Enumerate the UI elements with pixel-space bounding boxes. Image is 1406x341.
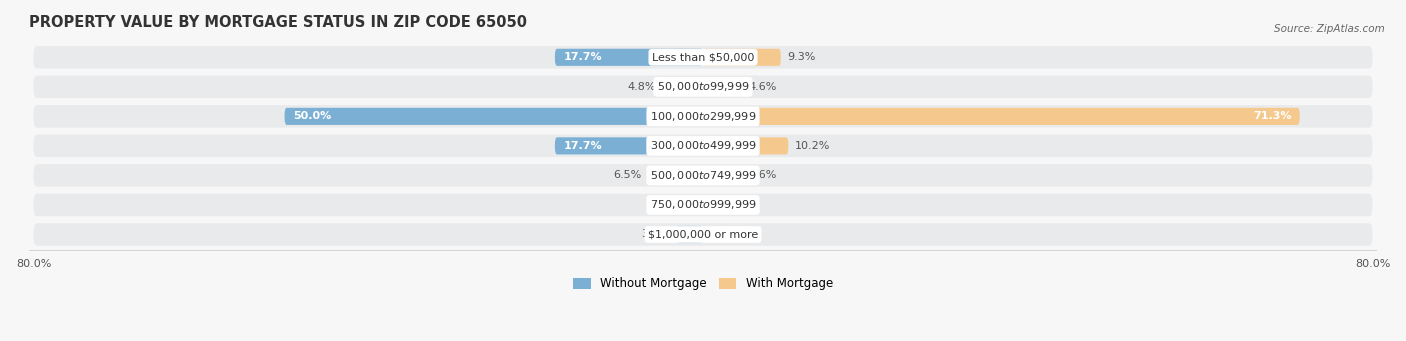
Text: 0.0%: 0.0% [714, 229, 742, 239]
Text: $1,000,000 or more: $1,000,000 or more [648, 229, 758, 239]
Text: $100,000 to $299,999: $100,000 to $299,999 [650, 110, 756, 123]
FancyBboxPatch shape [34, 135, 1372, 157]
FancyBboxPatch shape [34, 76, 1372, 98]
FancyBboxPatch shape [34, 164, 1372, 187]
Text: Less than $50,000: Less than $50,000 [652, 52, 754, 62]
Text: 4.8%: 4.8% [627, 82, 657, 92]
FancyBboxPatch shape [555, 49, 703, 66]
Text: 9.3%: 9.3% [787, 52, 815, 62]
Text: 3.2%: 3.2% [641, 229, 669, 239]
FancyBboxPatch shape [703, 167, 741, 184]
FancyBboxPatch shape [703, 78, 741, 95]
FancyBboxPatch shape [34, 223, 1372, 246]
FancyBboxPatch shape [34, 46, 1372, 69]
FancyBboxPatch shape [703, 137, 789, 154]
Text: 17.7%: 17.7% [564, 52, 602, 62]
Text: $300,000 to $499,999: $300,000 to $499,999 [650, 139, 756, 152]
Text: 4.6%: 4.6% [748, 170, 776, 180]
Text: PROPERTY VALUE BY MORTGAGE STATUS IN ZIP CODE 65050: PROPERTY VALUE BY MORTGAGE STATUS IN ZIP… [30, 15, 527, 30]
FancyBboxPatch shape [703, 49, 780, 66]
Text: 50.0%: 50.0% [292, 112, 332, 121]
Text: $750,000 to $999,999: $750,000 to $999,999 [650, 198, 756, 211]
Text: Source: ZipAtlas.com: Source: ZipAtlas.com [1274, 24, 1385, 34]
Text: $50,000 to $99,999: $50,000 to $99,999 [657, 80, 749, 93]
Text: 0.0%: 0.0% [714, 200, 742, 210]
Text: 0.0%: 0.0% [664, 200, 692, 210]
Text: 10.2%: 10.2% [794, 141, 831, 151]
FancyBboxPatch shape [34, 194, 1372, 216]
FancyBboxPatch shape [648, 167, 703, 184]
Text: $500,000 to $749,999: $500,000 to $749,999 [650, 169, 756, 182]
Text: 4.6%: 4.6% [748, 82, 776, 92]
Text: 17.7%: 17.7% [564, 141, 602, 151]
FancyBboxPatch shape [676, 226, 703, 243]
FancyBboxPatch shape [662, 78, 703, 95]
FancyBboxPatch shape [555, 137, 703, 154]
Text: 71.3%: 71.3% [1253, 112, 1291, 121]
FancyBboxPatch shape [284, 108, 703, 125]
Text: 6.5%: 6.5% [613, 170, 643, 180]
FancyBboxPatch shape [703, 108, 1299, 125]
Legend: Without Mortgage, With Mortgage: Without Mortgage, With Mortgage [568, 273, 838, 295]
FancyBboxPatch shape [34, 105, 1372, 128]
